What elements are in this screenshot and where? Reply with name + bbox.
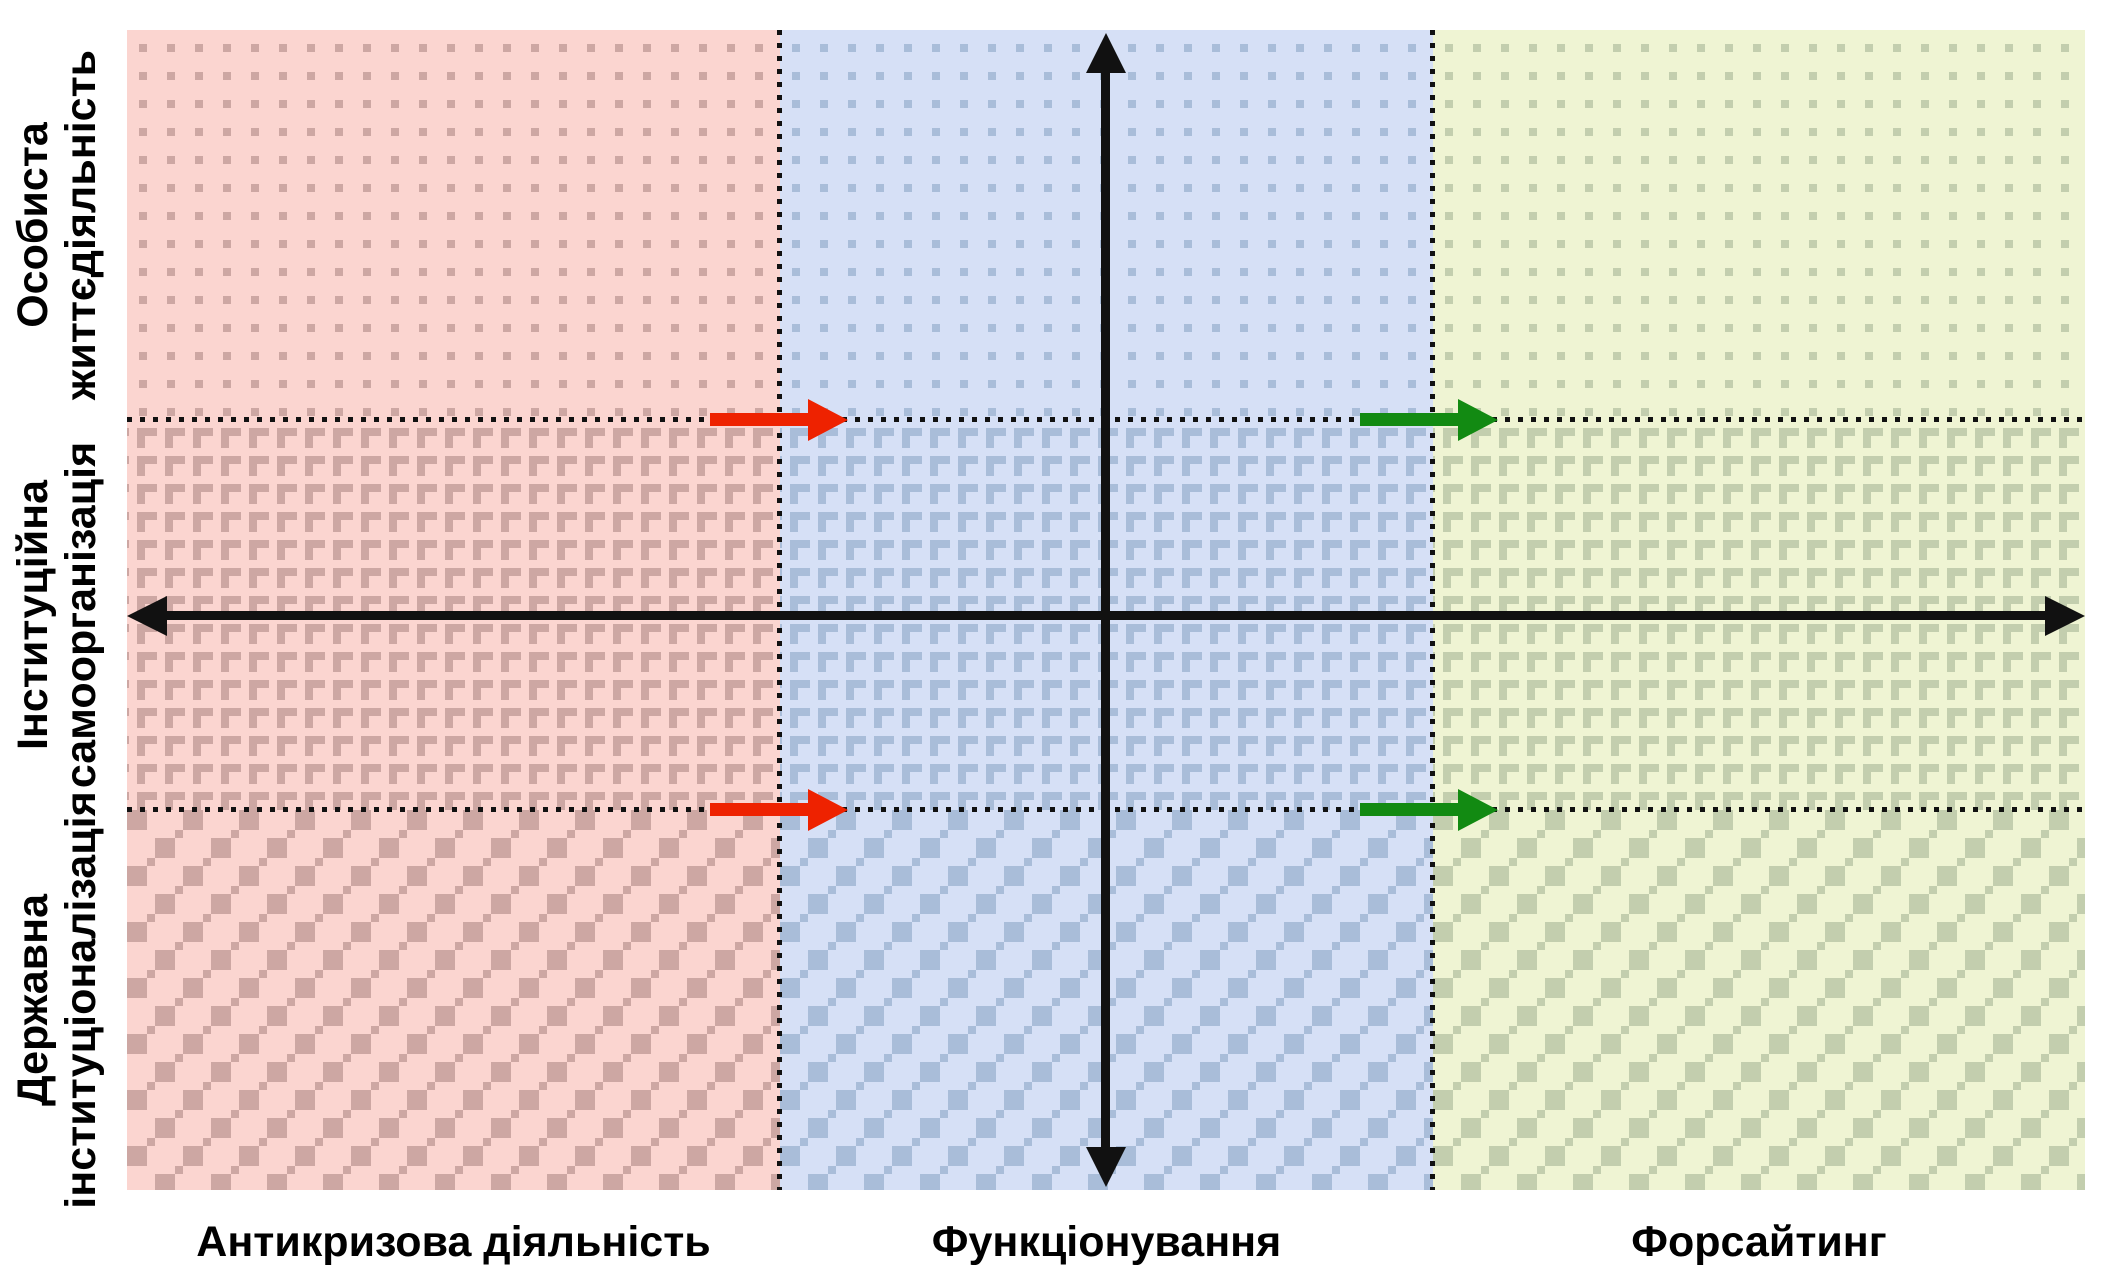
arrow-shaft <box>710 413 812 426</box>
y-axis-label-row3: Державна інституціоналізація <box>8 791 105 1209</box>
vertical-axis-line <box>1101 68 1110 1152</box>
arrow-shaft <box>1360 803 1462 816</box>
x-axis-label-col2: Функціонування <box>931 1217 1282 1266</box>
column-separator-dotted-line <box>1430 30 1435 1190</box>
arrow-head-icon <box>1458 789 1498 831</box>
arrow-head-icon <box>808 789 848 831</box>
arrow-head-icon <box>808 399 848 441</box>
cell-r1-c1 <box>127 30 780 420</box>
cell-r3-c3 <box>1433 810 2085 1190</box>
vertical-axis-bottom-arrowhead-icon <box>1086 1147 1126 1187</box>
y-axis-label-row2: Інституційна самоорганізація <box>8 441 105 789</box>
horizontal-axis-right-arrowhead-icon <box>2045 596 2085 636</box>
y-axis-label-row1: Особиста життєдіяльність <box>8 49 105 401</box>
cell-r3-c1 <box>127 810 780 1190</box>
arrow-shaft <box>1360 413 1462 426</box>
matrix-grid <box>127 30 2085 1190</box>
arrow-head-icon <box>1458 399 1498 441</box>
x-axis-label-col3: Форсайтинг <box>1631 1217 1887 1266</box>
column-separator-dotted-line <box>777 30 782 1190</box>
arrow-shaft <box>710 803 812 816</box>
cell-r1-c3 <box>1433 30 2085 420</box>
x-axis-label-col1: Антикризова діяльність <box>196 1217 711 1266</box>
horizontal-axis-left-arrowhead-icon <box>127 596 167 636</box>
vertical-axis-top-arrowhead-icon <box>1086 33 1126 73</box>
